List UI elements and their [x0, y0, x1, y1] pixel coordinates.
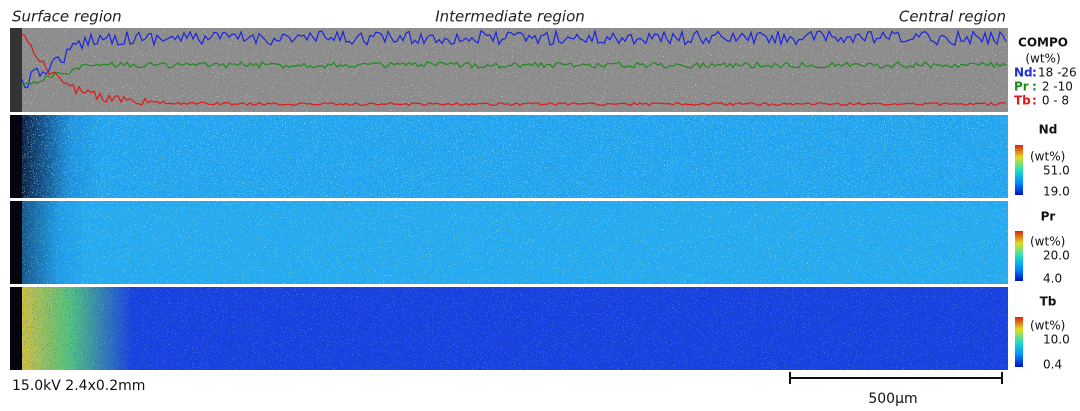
range: 0 - 8 — [1038, 94, 1069, 108]
nd-colorbar: Nd (wt%) 51.0 19.0 — [1015, 123, 1070, 199]
range: 18 -26 — [1038, 66, 1077, 80]
region-label: Central region — [899, 8, 1006, 26]
scale-bar — [789, 372, 1003, 384]
element: Pr — [1041, 210, 1056, 224]
pr-colorbar: Pr (wt%) 20.0 4.0 — [1015, 210, 1070, 286]
element: Pr — [1014, 80, 1029, 94]
scale-label: 500μm — [868, 391, 917, 407]
min: 0.4 — [1043, 358, 1062, 372]
nd-map — [10, 115, 1008, 198]
unit: (wt%) — [1030, 319, 1065, 333]
compo-unit: (wt%) — [1025, 52, 1060, 66]
region-label: Intermediate region — [435, 8, 585, 26]
element: Tb — [1014, 94, 1031, 108]
compo-row: Pr : 2 -10 — [1014, 80, 1073, 94]
colon: : — [1032, 66, 1037, 80]
conditions: 15.0kV 2.4x0.2mm — [12, 378, 145, 394]
tb-map — [10, 287, 1008, 370]
min: 4.0 — [1043, 272, 1062, 286]
max: 20.0 — [1043, 249, 1070, 263]
unit: (wt%) — [1030, 150, 1065, 164]
profile-line — [21, 60, 1007, 88]
pr-map — [10, 201, 1008, 284]
compo-row: Nd : 18 -26 — [1014, 66, 1077, 80]
compo-title: COMPO — [1018, 36, 1068, 50]
element: Tb — [1040, 295, 1057, 309]
tb-colorbar: Tb (wt%) 10.0 0.4 — [1015, 295, 1070, 372]
profile-line — [21, 29, 1007, 89]
profile-line — [21, 33, 1007, 107]
colon: : — [1032, 80, 1037, 94]
compo-row: Tb : 0 - 8 — [1014, 94, 1069, 108]
region-label: Surface region — [12, 8, 122, 26]
element: Nd — [1039, 123, 1058, 137]
max: 51.0 — [1043, 164, 1070, 178]
compo-panel — [10, 28, 1008, 112]
max: 10.0 — [1043, 333, 1070, 347]
range: 2 -10 — [1038, 80, 1073, 94]
unit: (wt%) — [1030, 235, 1065, 249]
min: 19.0 — [1043, 185, 1070, 199]
colon: : — [1032, 94, 1037, 108]
element: Nd — [1014, 66, 1033, 80]
